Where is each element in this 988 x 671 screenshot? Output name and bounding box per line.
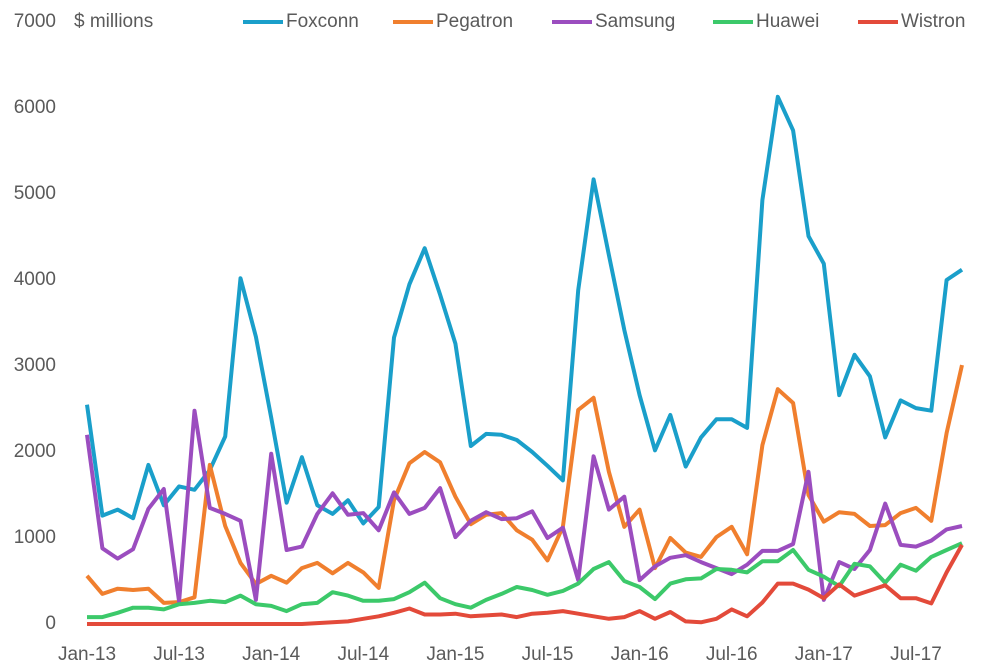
series-line [85, 94, 964, 526]
x-tick-label: Jan-13 [58, 644, 116, 665]
y-axis-label: $ millions [74, 11, 153, 32]
y-tick-label: 0 [45, 613, 56, 634]
legend-label: Samsung [595, 11, 675, 32]
y-tick-label: 2000 [14, 441, 56, 462]
x-tick-label: Jul-14 [337, 644, 389, 665]
x-tick-label: Jan-15 [426, 644, 484, 665]
legend-label: Wistron [901, 11, 965, 32]
y-tick-label: 6000 [14, 97, 56, 118]
series-line [87, 543, 964, 626]
y-tick-label: 4000 [14, 269, 56, 290]
legend-label: Huawei [756, 11, 819, 32]
x-tick-label: Jul-15 [522, 644, 574, 665]
y-tick-label: 7000 [14, 11, 56, 32]
y-tick-label: 3000 [14, 355, 56, 376]
series-line [87, 541, 963, 620]
x-tick-label: Jan-16 [611, 644, 669, 665]
x-tick-label: Jul-13 [153, 644, 205, 665]
x-tick-label: Jul-17 [890, 644, 942, 665]
x-tick-label: Jul-16 [706, 644, 758, 665]
series-line [85, 364, 964, 605]
series-line [85, 408, 963, 604]
y-tick-label: 5000 [14, 183, 56, 204]
x-tick-label: Jan-14 [242, 644, 301, 665]
y-tick-label: 1000 [14, 527, 56, 548]
legend-label: Foxconn [286, 11, 359, 32]
legend-label: Pegatron [436, 11, 513, 32]
x-tick-label: Jan-17 [795, 644, 853, 665]
